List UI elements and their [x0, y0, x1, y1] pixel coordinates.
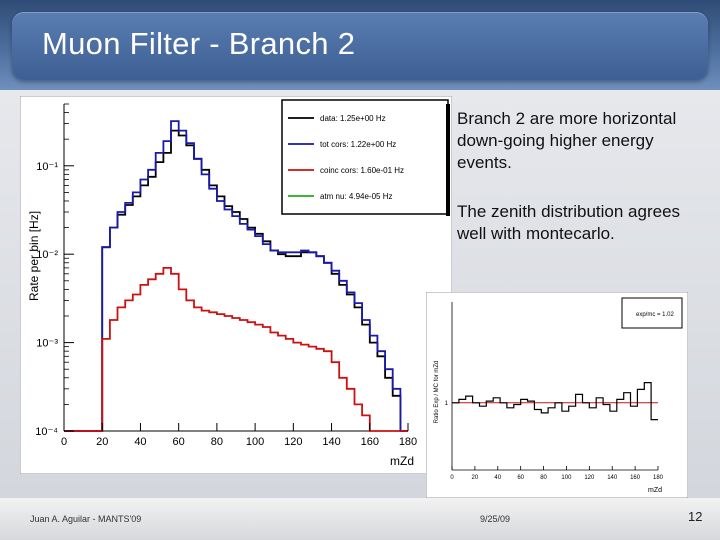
ratio-x-tick-label: 40 [494, 475, 501, 481]
chart-legend: data: 1.25e+00 Hz tot cors: 1.22e+00 Hz co… [281, 99, 450, 216]
legend-box [281, 99, 449, 215]
y-axis-label: Rate per bin [Hz] [27, 211, 41, 301]
footer-bar [0, 498, 720, 540]
series-coinc-cors [64, 267, 408, 432]
x-tick-label: 80 [211, 436, 223, 448]
y-tick-label: 10⁻² [36, 249, 58, 261]
x-tick-label: 40 [134, 436, 146, 448]
x-tick-label: 0 [61, 436, 67, 448]
legend-label: coinc cors: 1.60e-01 Hz [320, 166, 404, 175]
legend-label: atm nu: 4.94e-05 Hz [320, 192, 392, 201]
ratio-legend: exp/mc = 1.02 [621, 297, 683, 329]
ratio-x-tick-label: 100 [561, 475, 572, 481]
rate-chart: 0 20 40 60 80 100 120 140 160 180 10⁻¹ 10⁻² 10⁻³ 10⁻⁴… [20, 96, 452, 474]
ratio-x-tick-label: 80 [540, 475, 547, 481]
x-axis-label: mZd [390, 454, 414, 468]
legend-label: tot cors: 1.22e+00 Hz [320, 140, 396, 149]
y-tick-label: 10⁻³ [36, 338, 58, 350]
ratio-x-axis-label: mZd [648, 487, 662, 494]
ratio-x-tick-label: 180 [653, 475, 664, 481]
y-tick-label: 10⁻⁴ [35, 426, 58, 438]
page-number: 12 [688, 509, 703, 524]
series-tot-cors [64, 120, 408, 432]
ratio-legend-box [621, 297, 683, 329]
bullet-2-line-1: The zenith distribution agrees [457, 202, 681, 221]
ratio-x-tick-label: 160 [630, 475, 641, 481]
ratio-series [452, 382, 658, 421]
ratio-x-tick-label: 140 [607, 475, 618, 481]
legend-shadow [446, 104, 450, 216]
footer-author: Juan A. Aguilar - MANTS'09 [30, 514, 142, 524]
ratio-x-tick-label: 120 [584, 475, 595, 481]
x-tick-label: 180 [399, 436, 417, 448]
title-panel [12, 12, 708, 80]
bullet-1-line-3: events. [457, 153, 512, 172]
ratio-x-tick-label: 60 [517, 475, 524, 481]
ratio-legend-label: exp/mc = 1.02 [636, 312, 675, 318]
footer-date: 9/25/09 [480, 514, 511, 524]
slide-title: Muon Filter - Branch 2 [42, 26, 356, 61]
bullet-1-line-2: down-going higher energy [457, 131, 654, 150]
x-tick-label: 160 [361, 436, 379, 448]
ratio-y-axis-label: Ratio Exp / MC for mZd [434, 361, 440, 424]
ratio-x-tick-label: 20 [472, 475, 479, 481]
bullet-2-line-2: well with montecarlo. [457, 224, 615, 243]
x-tick-label: 140 [322, 436, 340, 448]
ratio-x-tick-label: 0 [450, 475, 454, 481]
ratio-chart: 0 20 40 60 80 100 120 140 160 180 1 Ratio Exp / MC… [426, 292, 688, 498]
x-tick-label: 20 [96, 436, 108, 448]
x-tick-label: 100 [246, 436, 264, 448]
y-tick-label: 10⁻¹ [36, 161, 58, 173]
bullet-1-line-1: Branch 2 are more horizontal [457, 109, 677, 128]
legend-label: data: 1.25e+00 Hz [320, 114, 386, 123]
bullet-1: Branch 2 are more horizontal down-going … [457, 108, 720, 174]
ratio-y-tick-label: 1 [445, 401, 449, 407]
x-tick-label: 120 [284, 436, 302, 448]
bullet-2: The zenith distribution agrees well with… [457, 201, 720, 245]
x-tick-label: 60 [173, 436, 185, 448]
